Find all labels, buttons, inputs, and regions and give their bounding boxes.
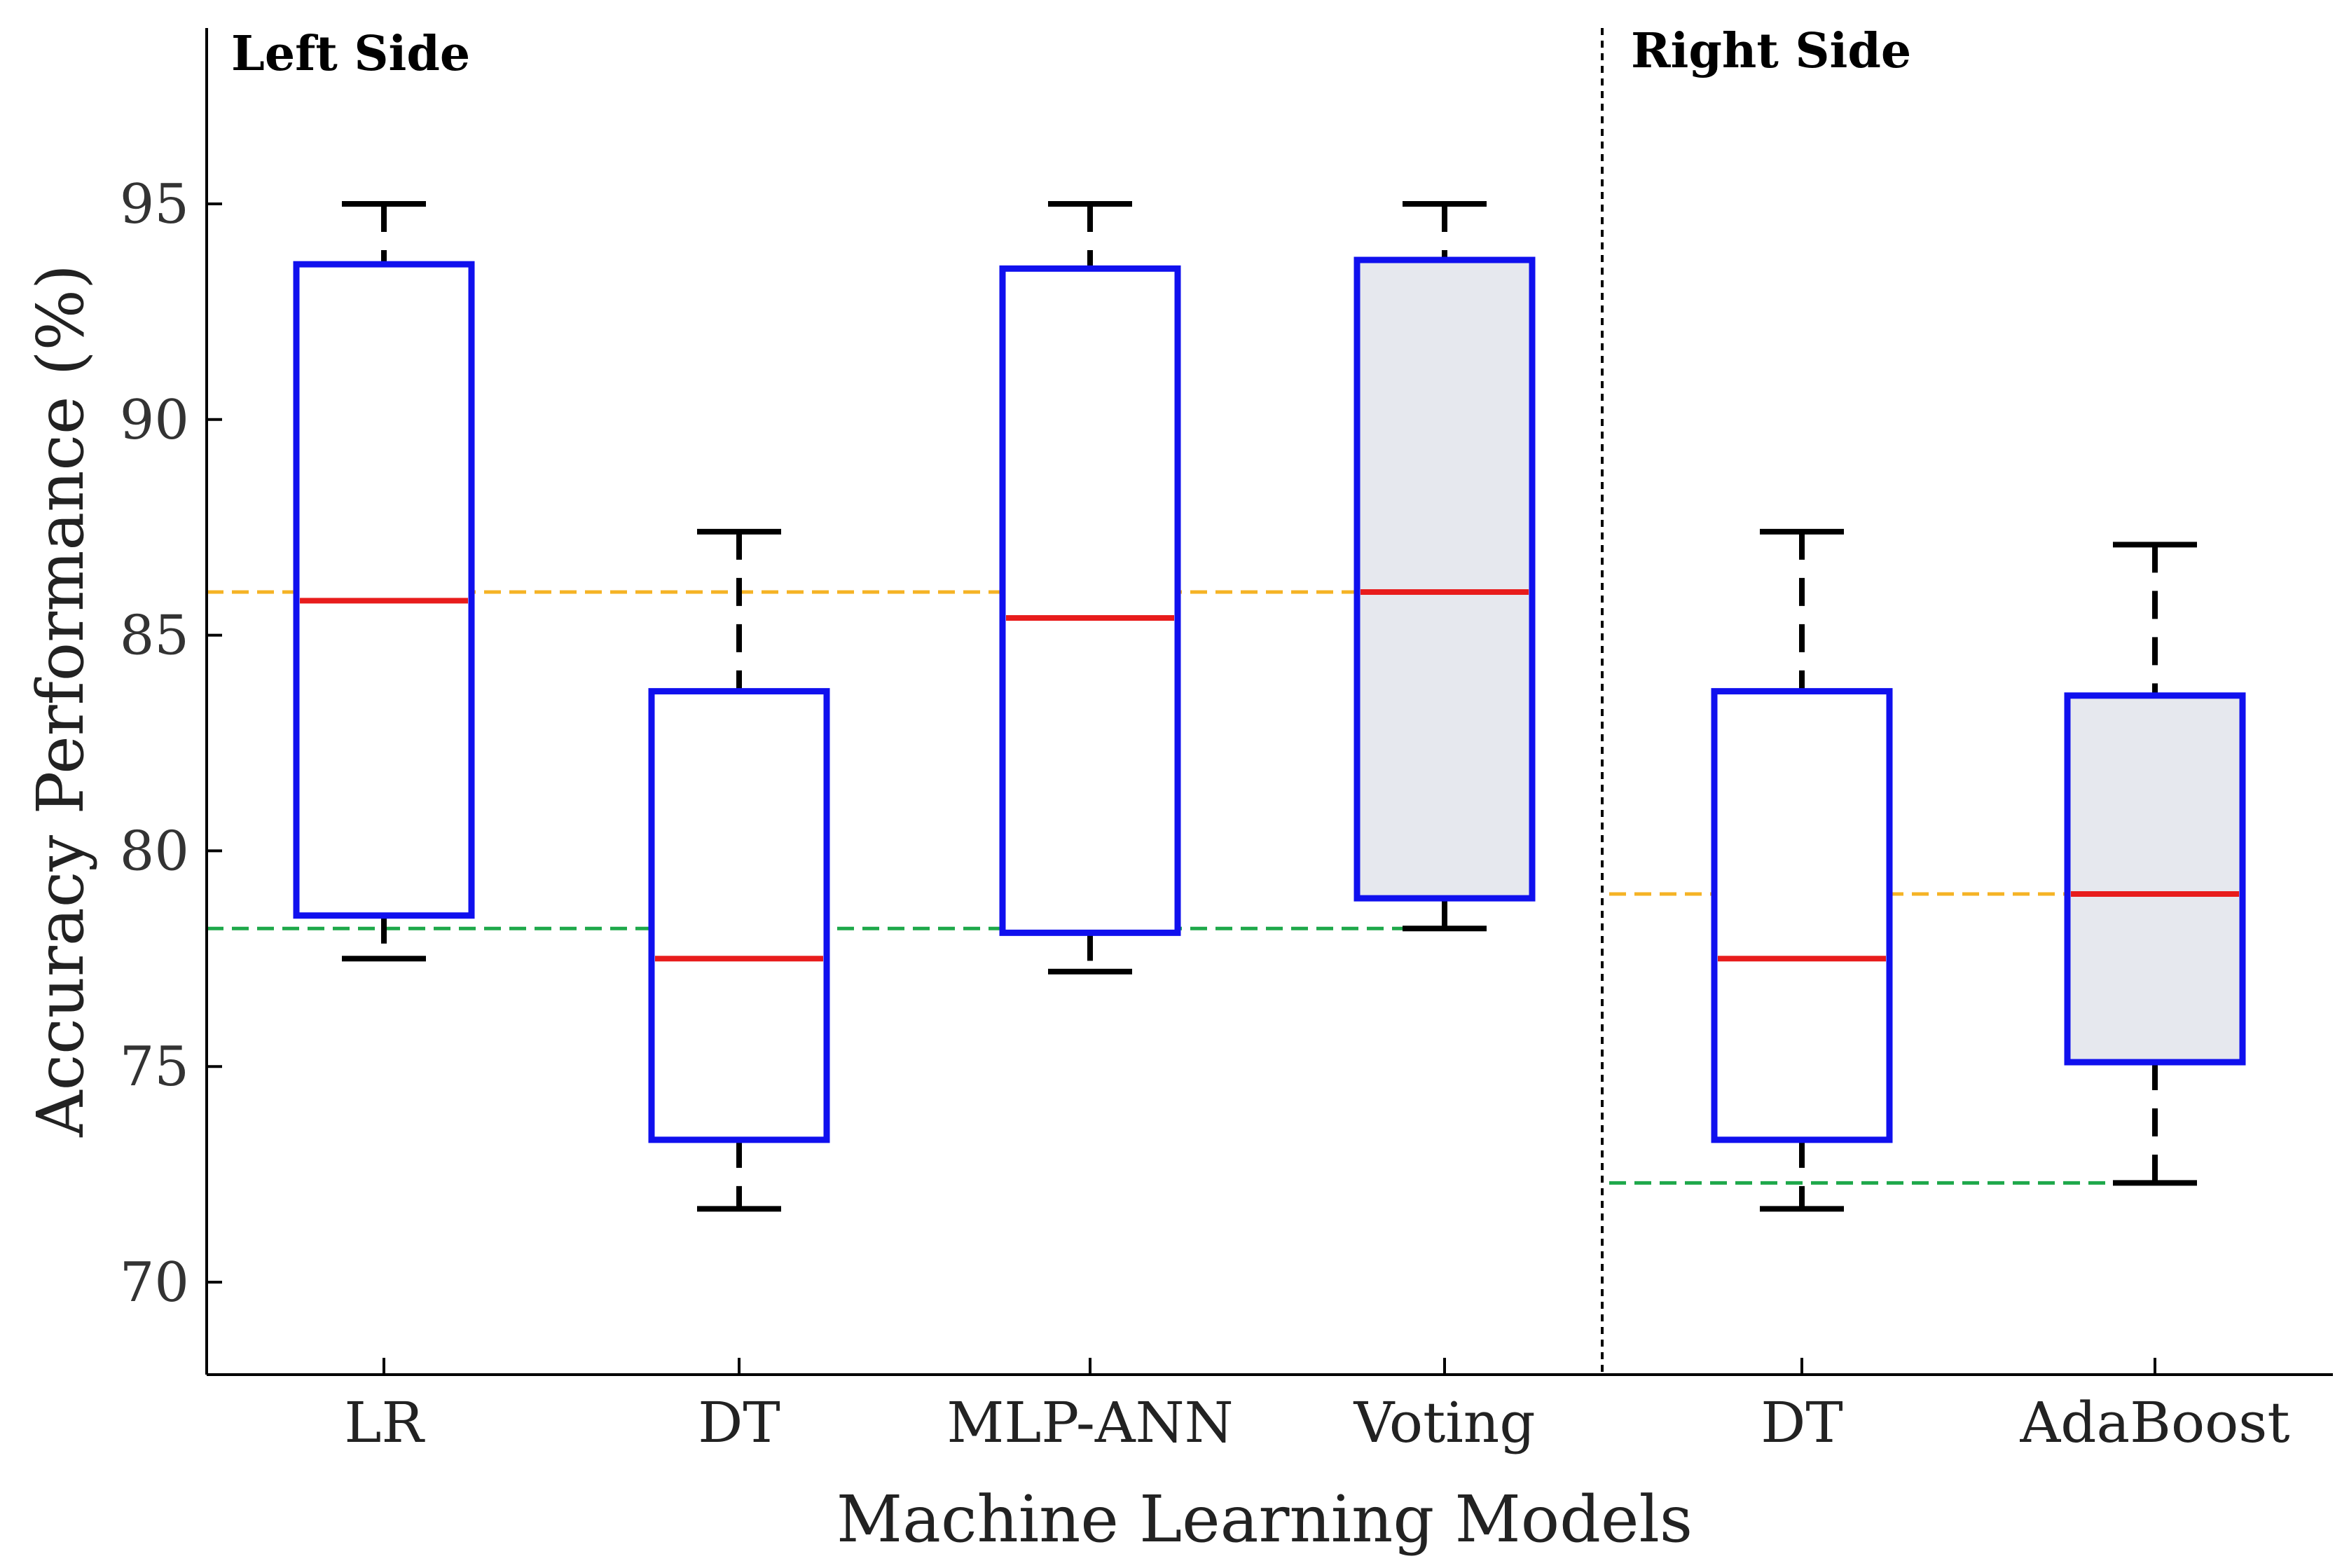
iqr-box [999,265,1181,936]
x-axis-title: Machine Learning Models [836,1482,1693,1557]
y-tick-label-95: 95 [120,173,189,236]
box-adaboost-5 [2064,542,2246,1186]
x-tick-label-dt-1: DT [698,1390,780,1455]
labels: 70 75 80 85 90 95 LR DT MLP-ANN Voting DT AdaBoost L… [23,23,2290,1557]
iqr-box [1354,256,1536,902]
box-dt-1 [648,528,830,1212]
boxes [293,201,2246,1212]
y-tick-label-90: 90 [120,389,189,452]
box-dt-4 [1711,528,1893,1212]
y-tick-label-75: 75 [120,1036,189,1099]
axes [205,28,2333,1376]
iqr-box [293,261,475,919]
reference-lines [207,590,2112,1185]
box-lr-0 [293,201,475,962]
x-tick-label-voting-3: Voting [1353,1390,1535,1455]
x-tick-label-lr-0: LR [344,1390,425,1455]
box-voting-3 [1354,201,1536,932]
x-tick-label-adaboost-5: AdaBoost [2020,1390,2290,1455]
x-tick-label-mlp-ann-2: MLP-ANN [946,1390,1233,1455]
y-tick-label-70: 70 [120,1251,189,1314]
panel-label-left: Left Side [231,26,470,82]
iqr-box [648,688,830,1143]
iqr-box [1711,688,1893,1143]
y-tick-label-85: 85 [120,605,189,668]
y-axis-title: Accuracy Performance (%) [23,264,98,1138]
box-mlp-ann-2 [999,201,1181,975]
y-tick-label-80: 80 [120,820,189,883]
panel-label-right: Right Side [1631,23,1911,79]
x-tick-label-dt-4: DT [1761,1390,1843,1455]
iqr-box [2064,692,2246,1066]
